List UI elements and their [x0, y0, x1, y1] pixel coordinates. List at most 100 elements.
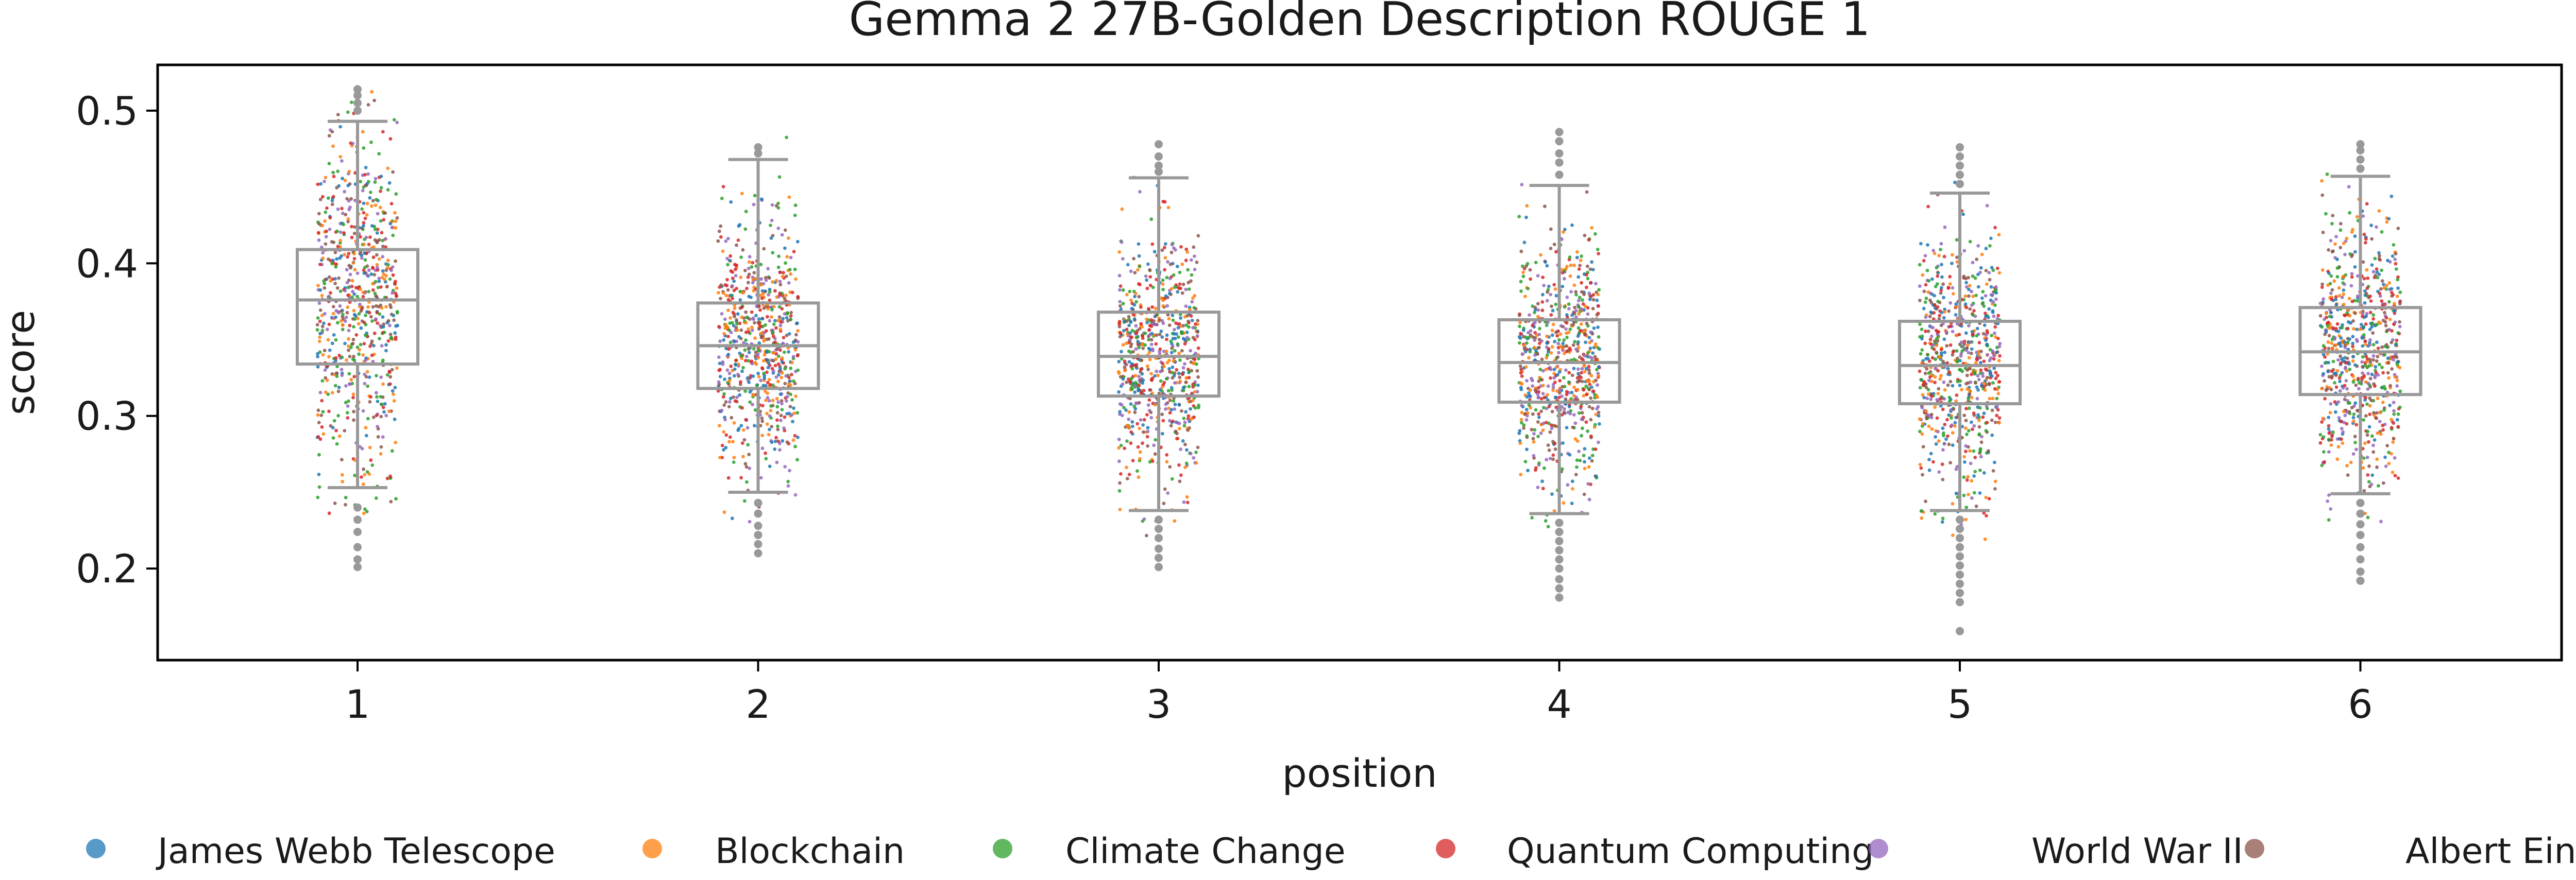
strip-point — [1129, 402, 1133, 406]
strip-point — [359, 342, 363, 347]
strip-point — [761, 404, 765, 408]
strip-point — [1522, 267, 1527, 271]
strip-point — [766, 315, 769, 319]
strip-point — [737, 335, 741, 339]
strip-point — [352, 375, 357, 378]
strip-point — [1119, 443, 1123, 447]
strip-point — [2346, 340, 2350, 344]
strip-point — [1540, 479, 1544, 484]
strip-point — [324, 210, 328, 214]
strip-point — [1545, 345, 1549, 349]
strip-point — [1159, 329, 1163, 333]
strip-point — [1586, 312, 1590, 316]
strip-point — [1942, 296, 1945, 300]
strip-point — [1967, 429, 1971, 433]
strip-point — [360, 446, 364, 451]
strip-point — [757, 322, 761, 326]
strip-point — [336, 113, 340, 117]
strip-point — [729, 331, 733, 334]
strip-point — [1569, 290, 1573, 294]
strip-point — [1177, 403, 1181, 407]
box-outlier — [1155, 544, 1163, 553]
strip-point — [1951, 533, 1955, 537]
strip-point — [1939, 348, 1943, 352]
strip-point — [776, 427, 780, 432]
strip-point — [1993, 331, 1996, 335]
strip-point — [2348, 337, 2351, 341]
strip-point — [1981, 415, 1985, 419]
strip-point — [1921, 422, 1925, 426]
strip-point — [347, 252, 351, 255]
strip-point — [391, 233, 395, 237]
strip-point — [1180, 262, 1184, 266]
strip-point — [1138, 457, 1142, 461]
strip-point — [2366, 429, 2370, 434]
box-outlier — [1555, 137, 1564, 146]
strip-point — [2389, 452, 2393, 456]
box-outlier — [353, 563, 362, 572]
strip-point — [779, 399, 784, 403]
strip-point — [783, 350, 786, 354]
strip-point — [361, 130, 365, 134]
strip-point — [1993, 487, 1997, 491]
strip-point — [2389, 290, 2394, 295]
strip-point — [1587, 291, 1591, 296]
strip-point — [1123, 365, 1127, 369]
strip-point — [2351, 359, 2355, 363]
strip-point — [1182, 424, 1187, 428]
strip-point — [1139, 305, 1143, 309]
legend-marker — [1436, 839, 1455, 858]
strip-point — [2345, 410, 2349, 414]
strip-point — [1560, 467, 1564, 471]
strip-point — [1976, 272, 1980, 277]
strip-point — [750, 310, 754, 314]
strip-point — [2343, 313, 2346, 317]
strip-point — [373, 291, 377, 296]
strip-point — [1133, 271, 1137, 274]
strip-point — [348, 323, 352, 327]
strip-point — [2351, 355, 2355, 358]
strip-point — [2389, 426, 2394, 429]
strip-point — [2318, 433, 2323, 437]
strip-point — [2323, 355, 2327, 359]
strip-point — [2321, 344, 2326, 348]
strip-point — [775, 418, 779, 422]
strip-point — [2380, 299, 2384, 303]
strip-point — [2368, 343, 2372, 347]
strip-point — [1129, 298, 1133, 302]
strip-point — [1168, 465, 1172, 469]
strip-point — [2386, 258, 2389, 263]
strip-point — [781, 439, 785, 443]
strip-point — [745, 286, 749, 290]
box-outlier — [754, 149, 762, 158]
strip-point — [318, 198, 323, 201]
strip-point — [1182, 500, 1186, 504]
strip-point — [379, 186, 383, 189]
strip-point — [786, 479, 790, 484]
strip-point — [389, 336, 393, 340]
strip-point — [1963, 294, 1968, 298]
strip-point — [1996, 392, 2001, 395]
strip-point — [1524, 408, 1529, 411]
strip-point — [1562, 376, 1566, 379]
strip-point — [334, 262, 338, 266]
x-tick-label: 5 — [1947, 681, 1972, 727]
strip-point — [1947, 413, 1951, 417]
strip-point — [1525, 447, 1529, 451]
strip-point — [392, 318, 396, 322]
strip-point — [1153, 452, 1157, 456]
strip-point — [2345, 311, 2349, 315]
strip-point — [2362, 456, 2366, 460]
strip-point — [717, 325, 721, 329]
strip-point — [1545, 407, 1549, 410]
strip-point — [1546, 384, 1550, 388]
strip-point — [1148, 268, 1152, 272]
strip-point — [734, 267, 737, 271]
strip-point — [394, 280, 397, 284]
strip-point — [337, 184, 341, 188]
strip-point — [769, 404, 773, 408]
strip-point — [340, 355, 344, 359]
strip-point — [1962, 413, 1967, 418]
strip-point — [351, 261, 355, 265]
strip-point — [361, 295, 365, 299]
